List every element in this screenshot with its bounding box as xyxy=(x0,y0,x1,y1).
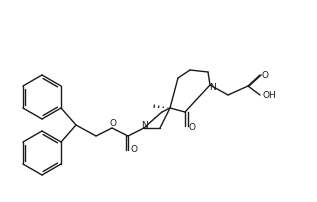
Text: O: O xyxy=(262,70,268,80)
Text: N: N xyxy=(209,83,215,93)
Text: O: O xyxy=(131,145,138,155)
Text: O: O xyxy=(189,123,196,133)
Text: OH: OH xyxy=(262,90,276,100)
Text: O: O xyxy=(109,119,117,127)
Text: N: N xyxy=(142,121,148,129)
